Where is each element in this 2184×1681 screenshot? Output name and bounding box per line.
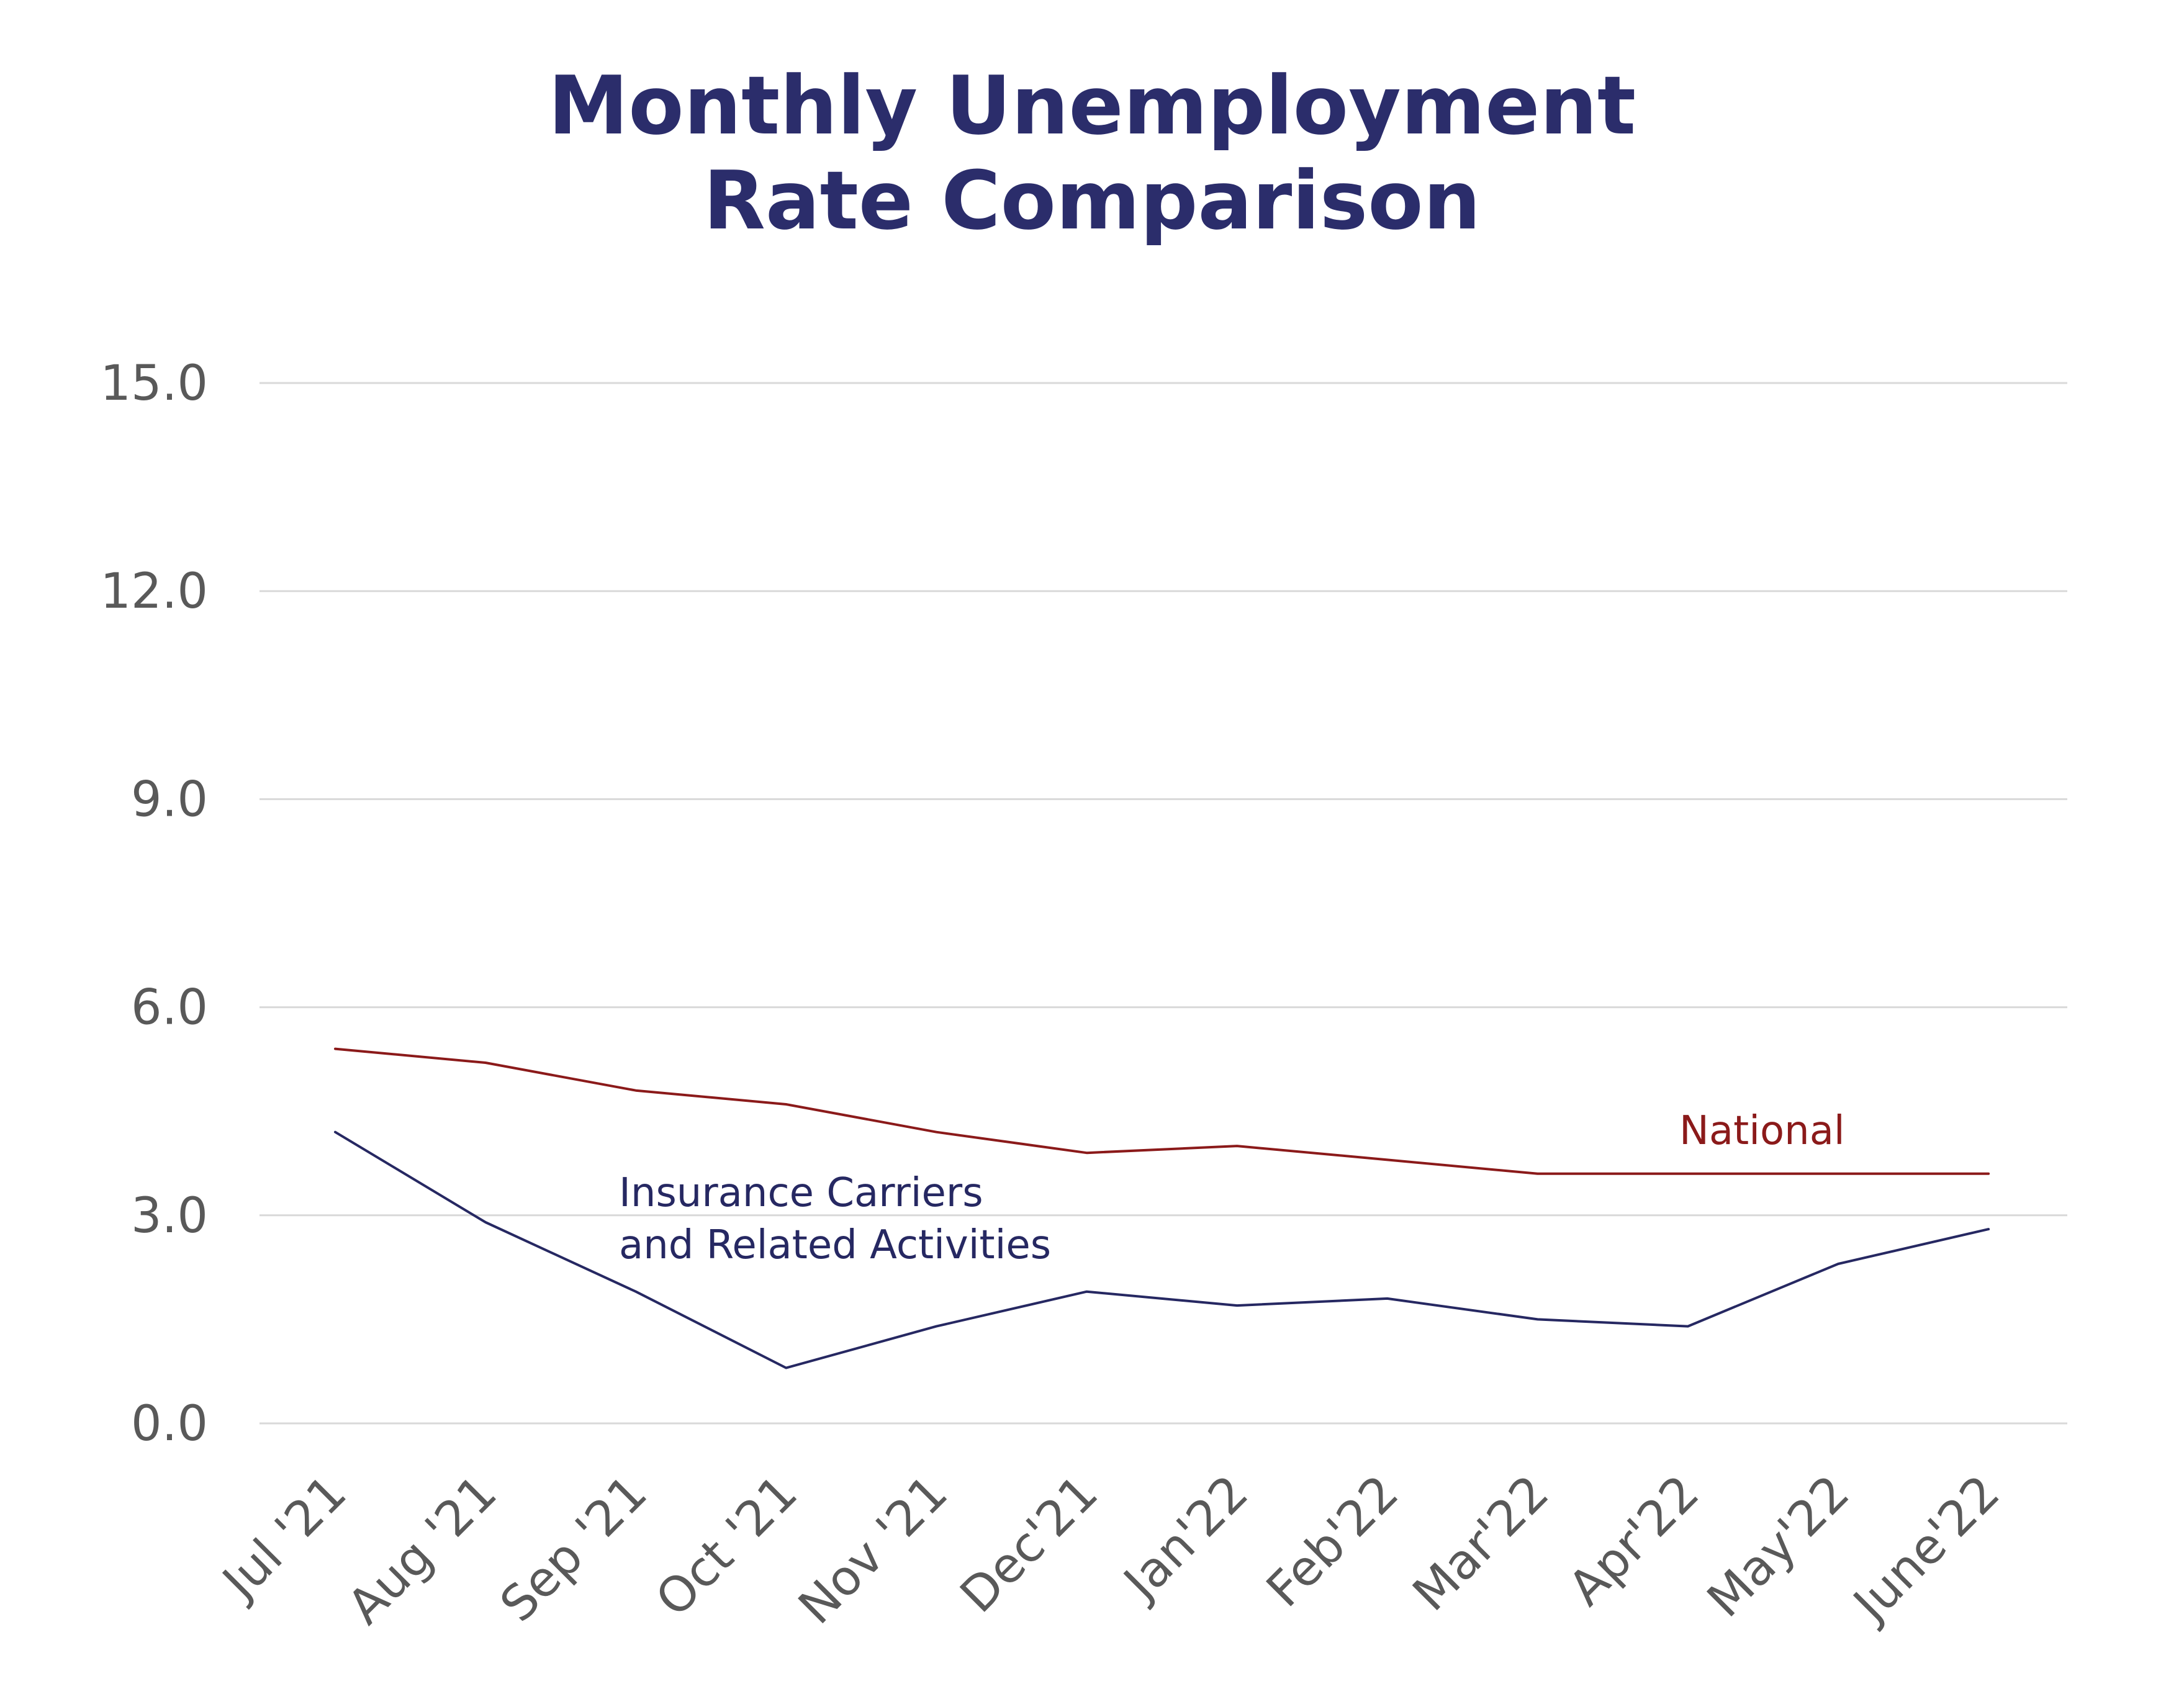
x-tick-label: Jul '21 — [210, 1465, 358, 1612]
x-tick-label: May'22 — [1697, 1465, 1860, 1628]
y-tick-label: 12.0 — [100, 564, 208, 620]
x-tick-label: Apr'22 — [1558, 1465, 1710, 1616]
x-tick-label: Jan'22 — [1111, 1465, 1259, 1613]
chart-title-line-2: Rate Comparison — [703, 153, 1481, 248]
chart-title: Monthly Unemployment Rate Comparison — [548, 58, 1636, 248]
series-line-insurance-carriers — [334, 1130, 1990, 1369]
x-tick-label: June'22 — [1841, 1465, 2011, 1634]
series-label-insurance-carriers: Insurance Carriers — [619, 1170, 983, 1216]
x-tick-label: Mar'22 — [1402, 1465, 1559, 1622]
x-tick-label: Aug '21 — [337, 1465, 507, 1635]
y-axis-tick-labels: 0.0 3.0 6.0 9.0 12.0 15.0 — [100, 356, 208, 1452]
y-tick-label: 3.0 — [131, 1188, 208, 1244]
x-tick-label: Oct '21 — [646, 1465, 808, 1628]
series-label-national: National — [1679, 1108, 1845, 1154]
x-tick-label: Dec'21 — [950, 1465, 1109, 1624]
series-line-national — [334, 1047, 1990, 1175]
gridlines — [259, 382, 2067, 1425]
series-labels: National Insurance Carriers and Related Ac… — [619, 1108, 1845, 1268]
y-tick-label: 15.0 — [100, 356, 208, 412]
chart-title-line-1: Monthly Unemployment — [548, 58, 1636, 153]
y-tick-label: 6.0 — [131, 980, 208, 1036]
y-tick-label: 0.0 — [131, 1396, 208, 1452]
series-label-insurance-carriers: and Related Activities — [619, 1222, 1051, 1268]
x-tick-label: Sep '21 — [490, 1465, 657, 1633]
x-tick-label: Feb'22 — [1256, 1465, 1409, 1618]
series-lines — [334, 1047, 1990, 1369]
y-tick-label: 9.0 — [131, 772, 208, 827]
x-tick-label: Nov '21 — [788, 1465, 959, 1635]
